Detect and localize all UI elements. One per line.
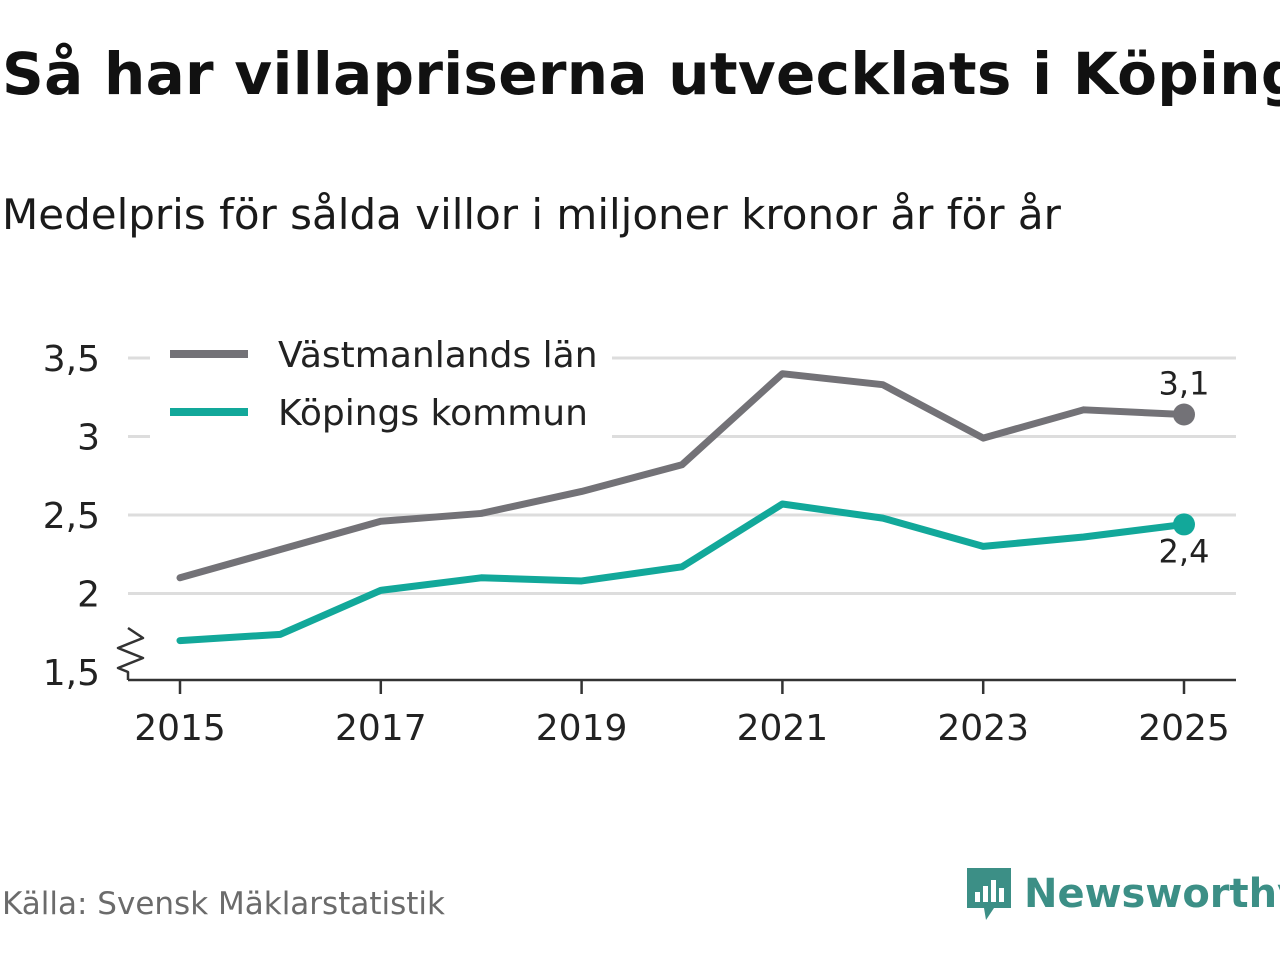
series-endpoint-municipality (1173, 513, 1195, 536)
x-tick-label-2015: 2015 (134, 708, 226, 749)
end-label-county: 3,1 (1159, 365, 1210, 403)
series-endpoint-county (1173, 403, 1195, 426)
x-tick-label-2021: 2021 (737, 708, 829, 749)
x-tick-label-2019: 2019 (536, 708, 628, 749)
end-label-municipality: 2,4 (1159, 532, 1210, 570)
y-tick-label-2,5: 2,5 (43, 496, 100, 537)
x-tick-label-2023: 2023 (937, 708, 1029, 749)
chart-subtitle: Medelpris för sålda villor i miljoner kr… (2, 190, 1061, 239)
y-tick-label-3: 3 (77, 418, 100, 459)
brand-name: Newsworthy (1024, 871, 1280, 917)
axis-break-icon (116, 626, 145, 680)
series-line-municipality (176, 500, 1188, 645)
series: 3,1 2,4 (176, 365, 1210, 645)
legend-label-municipality: Köpings kommun (278, 393, 588, 434)
series-line-county (176, 370, 1188, 582)
legend-background (150, 322, 612, 444)
legend: Västmanlands län Köpings kommun (150, 322, 612, 444)
chart-title: Så har villapriserna utvecklats i Köping (2, 40, 1280, 108)
brand-logo: Newsworthy (964, 864, 1280, 924)
y-tick-label-2: 2 (77, 575, 100, 616)
x-tick-label-2025: 2025 (1138, 708, 1230, 749)
legend-label-county: Västmanlands län (278, 335, 598, 376)
axes: 1,5 2 2,5 3 3,5 2015 2017 2019 2021 2023 2025 (43, 339, 1236, 749)
y-tick-label-3,5: 3,5 (43, 339, 100, 380)
y-tick-label-1,5: 1,5 (43, 653, 100, 694)
newsworthy-logo-icon (967, 868, 1011, 920)
source-note: Källa: Svensk Mäklarstatistik (2, 886, 445, 922)
x-tick-label-2017: 2017 (335, 708, 427, 749)
